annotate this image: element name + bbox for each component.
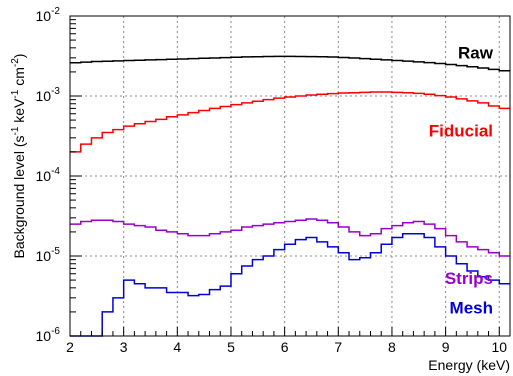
series-label-fiducial: Fiducial bbox=[429, 121, 493, 140]
y-axis-title: Background level (s-1 keV-1 cm-2) bbox=[10, 54, 27, 259]
y-axis-title-exp3: -2 bbox=[10, 58, 21, 67]
y-tick-label: 10-4 bbox=[36, 166, 61, 184]
y-axis-title-mid2: cm bbox=[11, 67, 27, 90]
x-tick-label: 6 bbox=[281, 339, 289, 355]
y-axis-title-exp2: -1 bbox=[10, 89, 21, 98]
y-tick-label: 10-6 bbox=[36, 326, 61, 344]
series-label-raw: Raw bbox=[458, 44, 494, 63]
x-tick-label: 8 bbox=[388, 339, 396, 355]
y-tick-label: 10-2 bbox=[36, 6, 61, 24]
x-tick-label: 2 bbox=[66, 339, 74, 355]
series-layer bbox=[70, 55, 510, 337]
y-tick-label: 10-5 bbox=[36, 246, 61, 264]
x-tick-label: 7 bbox=[334, 339, 342, 355]
tick-layer bbox=[69, 15, 511, 337]
series-label-layer: Raw Fiducial Strips Mesh bbox=[429, 44, 494, 318]
series-label-mesh: Mesh bbox=[450, 299, 493, 318]
series-line-raw bbox=[70, 55, 510, 72]
y-axis-title-exp1: -1 bbox=[10, 126, 21, 135]
x-tick-label: 5 bbox=[227, 339, 235, 355]
x-tick-label: 4 bbox=[173, 339, 181, 355]
y-axis-title-mid: keV bbox=[11, 98, 27, 127]
series-line-fiducial bbox=[70, 91, 510, 153]
tick-label-layer: 2 3 4 5 6 7 8 9 10 10-6 10-5 10-4 10-3 10-2 bbox=[36, 6, 508, 355]
series-line-strips bbox=[70, 218, 510, 257]
x-tick-label: 10 bbox=[491, 339, 507, 355]
series-line-mesh bbox=[70, 232, 510, 337]
y-axis-title-pre: Background level (s bbox=[11, 136, 27, 259]
series-label-strips: Strips bbox=[445, 269, 493, 288]
y-axis-title-post: ) bbox=[11, 54, 27, 59]
x-tick-label: 9 bbox=[442, 339, 450, 355]
y-tick-label: 10-3 bbox=[36, 86, 61, 104]
x-axis-title: Energy (keV) bbox=[428, 357, 510, 373]
x-tick-label: 3 bbox=[120, 339, 128, 355]
